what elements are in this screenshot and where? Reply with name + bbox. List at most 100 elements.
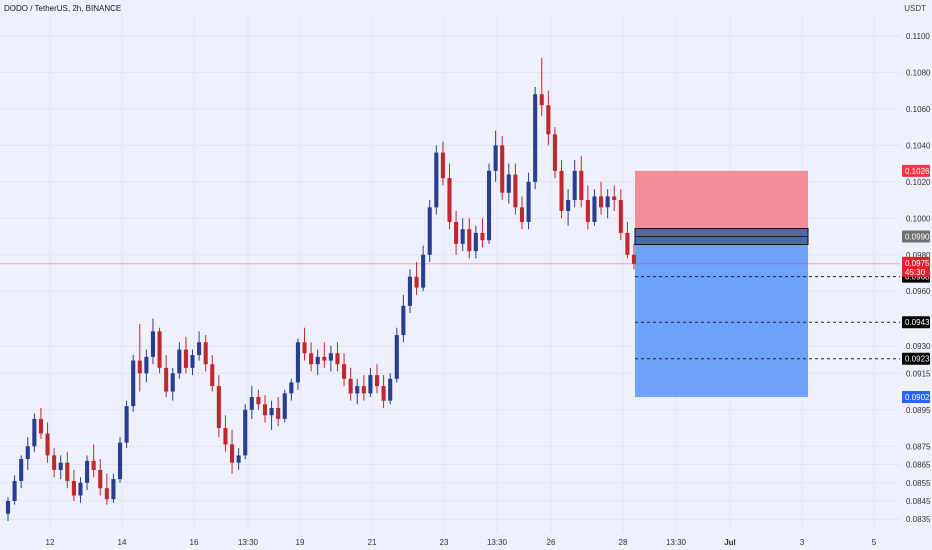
candle-body (5, 500, 11, 514)
candle-body (388, 378, 393, 401)
candle-body (473, 232, 478, 252)
candle (605, 189, 610, 219)
candle (519, 196, 525, 230)
candle (546, 90, 551, 146)
candle (25, 437, 30, 470)
candle-body (269, 407, 274, 416)
candle-body (361, 386, 366, 394)
candle-body (533, 94, 538, 182)
candle (374, 364, 380, 394)
candle (559, 159, 564, 219)
candle-body (45, 433, 50, 456)
candle (157, 327, 162, 374)
target-tag: 0.0902 (902, 391, 930, 404)
candle-body (368, 375, 373, 394)
candle-body (414, 276, 419, 288)
candle (407, 269, 413, 314)
candle-body (52, 455, 57, 470)
candle (355, 378, 360, 405)
target-tag-bg (902, 352, 930, 365)
candle (526, 172, 531, 230)
y-tick-label: 0.0835 (906, 515, 931, 524)
candle (249, 386, 254, 419)
candle (388, 373, 393, 405)
candle-body (546, 105, 551, 135)
candle (618, 189, 623, 241)
candle (117, 437, 123, 483)
candle (585, 185, 590, 230)
candle (309, 342, 314, 372)
candle (223, 415, 228, 452)
x-tick-label: 13:30 (238, 538, 259, 547)
candle-body (427, 207, 432, 255)
candle (302, 327, 307, 361)
candle-body (612, 196, 617, 201)
candle-body (98, 469, 103, 489)
candle-body (216, 386, 221, 429)
candle-body (197, 342, 202, 356)
candle-body (282, 393, 287, 419)
y-tick-label: 0.1020 (906, 178, 931, 187)
candle-body (223, 428, 228, 445)
candle-body (480, 232, 485, 241)
candle (625, 221, 630, 259)
candle (572, 159, 577, 208)
candle-body (500, 145, 505, 193)
candle (454, 210, 459, 255)
candle (361, 375, 366, 401)
candle-body (631, 254, 637, 264)
candle (98, 459, 103, 496)
price-tags: 0.1026 0.0990 0.0968 0.0943 0.0923 0.0902 0.09… (902, 164, 930, 404)
candle-body (315, 356, 320, 365)
x-tick-label: 21 (368, 538, 377, 547)
candle-body (183, 349, 188, 368)
candle-body (210, 364, 215, 387)
candle-body (348, 378, 353, 394)
candle-body (65, 462, 70, 481)
candle (111, 473, 116, 503)
x-tick-label: 13:30 (487, 538, 508, 547)
candle-body (32, 418, 37, 447)
candle-body (309, 353, 314, 365)
target-tag: 0.0923 (902, 352, 930, 365)
candle-body (434, 152, 439, 208)
candle-body (605, 196, 610, 208)
candle-body (394, 335, 399, 379)
candle-body (71, 480, 76, 496)
candle-body (592, 196, 597, 222)
stop-loss-zone (635, 170, 808, 237)
candle (150, 318, 156, 365)
candle-body (12, 480, 17, 501)
candle (45, 422, 50, 463)
entry-tag-bg (902, 230, 930, 243)
candle-body (579, 170, 584, 201)
stop-loss-tag-bg (902, 164, 930, 177)
candle (348, 367, 353, 401)
candle (467, 218, 472, 259)
position-zones[interactable] (634, 170, 809, 398)
y-tick-label: 0.0980 (906, 251, 931, 260)
candle (539, 57, 544, 117)
candle (381, 375, 386, 408)
entry-tag-text: 0.0990 (905, 233, 930, 242)
candle (427, 200, 432, 263)
y-tick-label: 0.0930 (906, 342, 931, 351)
candle-body (572, 170, 577, 201)
target-tag-bg (902, 316, 930, 329)
candle (91, 444, 96, 478)
candle-body (355, 386, 360, 394)
target-tag-text: 0.0943 (905, 318, 930, 327)
candle-body (236, 455, 241, 463)
candle (236, 448, 241, 470)
candle-body (585, 200, 590, 222)
candle (71, 469, 76, 501)
candle (513, 163, 518, 215)
y-tick-label: 0.1100 (906, 32, 930, 41)
candle-body (335, 353, 340, 365)
chart-title: DODO / TetherUS, 2h, BINANCE (4, 4, 122, 13)
candle (579, 156, 584, 208)
candle-body (618, 200, 623, 233)
candle (144, 349, 149, 383)
candle-body (249, 397, 254, 410)
